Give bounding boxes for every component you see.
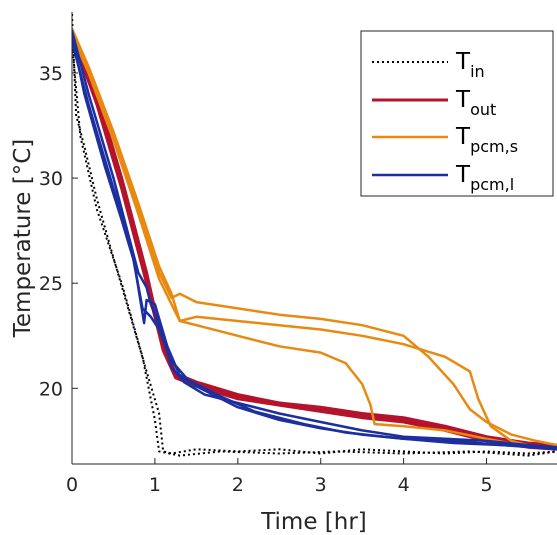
y-tick-label: 25 bbox=[39, 273, 63, 295]
x-tick-label: 0 bbox=[66, 474, 78, 496]
y-axis-label: Temperature [°C] bbox=[10, 139, 36, 339]
series-line-t-out-3 bbox=[72, 31, 557, 447]
x-tick-label: 3 bbox=[315, 474, 327, 496]
legend-label-t-in: Tin bbox=[455, 49, 485, 81]
legend-box bbox=[360, 30, 554, 197]
series-line-t-pcm-s-3 bbox=[72, 27, 557, 449]
y-tick-label: 20 bbox=[39, 378, 63, 400]
x-tick-label: 1 bbox=[149, 474, 161, 496]
series-line-t-in-2 bbox=[72, 41, 557, 457]
legend: Tin Tout Tpcm,s Tpcm,l bbox=[360, 30, 554, 197]
series-line-t-pcm-s-1 bbox=[72, 29, 557, 447]
x-tick-label: 4 bbox=[398, 474, 410, 496]
series-line-t-pcm-l-1 bbox=[72, 29, 557, 449]
legend-label-t-out: Tout bbox=[455, 87, 496, 119]
legend-label-t-pcm-l: Tpcm,l bbox=[455, 162, 514, 194]
legend-label-t-pcm-s: Tpcm,s bbox=[455, 124, 518, 156]
y-tick-label: 35 bbox=[39, 63, 63, 85]
x-tick-label: 2 bbox=[232, 474, 244, 496]
x-tick-label: 5 bbox=[480, 474, 492, 496]
y-tick-label: 30 bbox=[39, 168, 63, 190]
series-layer bbox=[72, 14, 557, 457]
series-line-t-pcm-s-2 bbox=[72, 33, 557, 451]
series-line-t-pcm-l-3 bbox=[72, 33, 557, 451]
axes: 0 1 2 3 4 5 20 25 30 35 bbox=[39, 12, 557, 496]
x-axis-label: Time [hr] bbox=[260, 509, 367, 535]
